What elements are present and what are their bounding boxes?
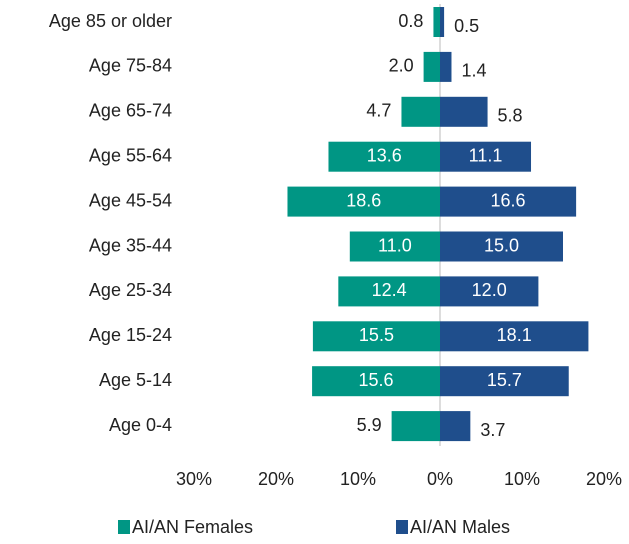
bar [440,276,539,307]
bar [440,51,452,82]
x-tick-label: 10% [340,469,376,489]
bar [328,141,440,172]
value-label: 0.8 [398,11,423,31]
legend-swatch [396,520,408,534]
value-label: 15.6 [359,370,394,390]
bar [440,321,589,352]
bar [440,7,445,37]
value-label: 15.5 [359,325,394,345]
bar [349,231,440,262]
value-label: 3.7 [480,420,505,440]
category-label: Age 35-44 [89,235,172,255]
value-label: 16.6 [491,190,526,210]
x-tick-label: 20% [586,469,622,489]
value-label: 11.0 [378,235,412,255]
category-label: Age 15-24 [89,325,172,345]
value-label: 0.5 [454,16,479,36]
category-label: Age 0-4 [109,415,172,435]
bar [440,141,532,172]
value-label: 15.7 [487,370,522,390]
bar [423,51,440,82]
category-label: Age 55-64 [89,145,172,165]
legend-label: AI/AN Males [410,517,510,537]
value-label: 5.8 [498,106,523,126]
x-tick-label: 30% [176,469,212,489]
bar [440,96,488,127]
value-label: 2.0 [389,56,414,76]
value-label: 5.9 [357,415,382,435]
x-tick-label: 0% [427,469,453,489]
category-label: Age 65-74 [89,101,172,121]
legend-swatch [118,520,130,534]
category-label: Age 45-54 [89,190,172,210]
category-label: Age 25-34 [89,280,172,300]
value-label: 12.4 [372,280,407,300]
x-tick-label: 20% [258,469,294,489]
value-label: 4.7 [366,101,391,121]
value-label: 15.0 [484,235,519,255]
category-label: Age 5-14 [99,370,172,390]
bar [440,366,569,397]
bar [440,186,577,217]
value-label: 11.1 [469,145,503,165]
value-label: 18.6 [346,190,381,210]
x-tick-label: 10% [504,469,540,489]
value-label: 13.6 [367,145,402,165]
bar [312,321,440,352]
legend-label: AI/AN Females [132,517,253,537]
value-label: 12.0 [472,280,507,300]
value-label: 18.1 [497,325,532,345]
bar [312,366,440,397]
bar [338,276,440,307]
category-label: Age 75-84 [89,56,172,76]
bar [401,96,440,127]
bar [287,186,440,217]
bar [433,7,440,37]
bar [440,411,471,442]
value-label: 1.4 [461,61,486,81]
bar [440,231,563,262]
bar [391,411,440,442]
category-label: Age 85 or older [49,11,172,31]
